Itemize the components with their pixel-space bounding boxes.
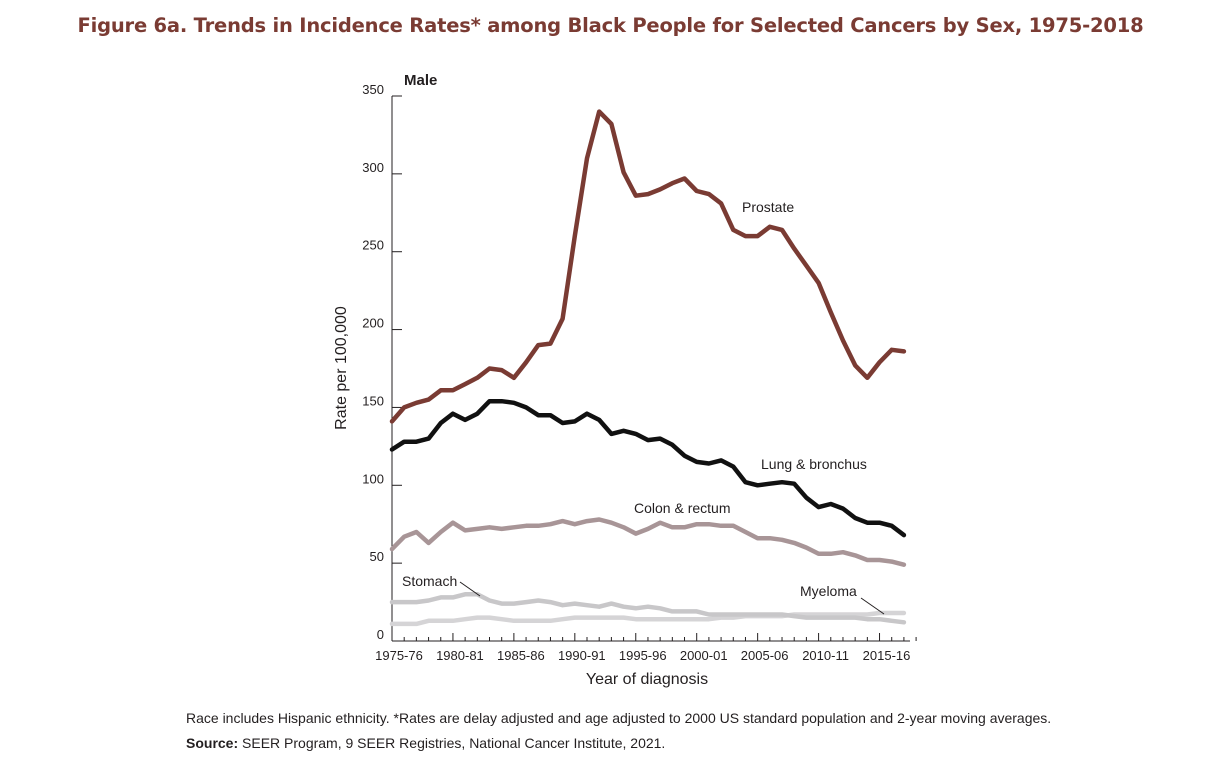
line-chart: 0 50 100 150 200 250 300 350 1975-76 1980-81 1985-… [333,72,917,688]
stomach-leader-line [459,581,481,597]
x-tick-label: 1975-76 [375,648,423,663]
y-tick-label: 0 [377,627,384,642]
footnote: Race includes Hispanic ethnicity. *Rates… [186,710,1052,726]
y-tick-label: 350 [362,82,384,97]
series-label-myeloma: Myeloma [800,583,857,599]
y-tick-label: 50 [370,549,384,564]
series-label-prostate: Prostate [742,199,794,215]
x-tick-label: 2000-01 [680,648,728,663]
x-tick-label: 2010-11 [802,648,849,663]
series-label-lung: Lung & bronchus [761,456,867,472]
series-line-lung [389,398,907,538]
y-tick-label: 150 [362,393,384,408]
y-tick-label: 250 [362,238,384,253]
series-line-colon [389,517,907,567]
chart-axes: 0 50 100 150 200 250 300 350 1975-76 1980-81 1985-… [333,72,917,688]
series-line-prostate [389,109,907,424]
chart-series-labels: Prostate Lung & bronchus Colon & rectum Sto… [402,199,885,615]
series-label-colon: Colon & rectum [634,500,730,516]
x-tick-label: 2015-16 [863,648,911,663]
figure-title: Figure 6a. Trends in Incidence Rates* am… [77,14,1144,37]
series-label-stomach: Stomach [402,573,457,589]
myeloma-leader-line [860,597,885,615]
source-note: Source: SEER Program, 9 SEER Registries,… [186,735,665,751]
x-tick-label: 1995-96 [619,648,667,663]
chart-title: Male [404,72,437,89]
x-tick-label: 1985-86 [497,648,545,663]
chart-series-lines [389,109,907,627]
source-text: SEER Program, 9 SEER Registries, Nationa… [242,735,666,751]
y-tick-label: 100 [362,471,384,486]
y-axis-title: Rate per 100,000 [333,306,350,430]
x-tick-label: 2005-06 [741,648,789,663]
y-tick-label: 300 [362,160,384,175]
x-tick-label: 1980-81 [436,648,484,663]
series-line-myeloma [389,610,907,627]
source-label: Source: [186,735,239,751]
y-tick-label: 200 [362,316,384,331]
x-axis-title: Year of diagnosis [586,671,708,688]
x-tick-label: 1990-91 [558,648,606,663]
